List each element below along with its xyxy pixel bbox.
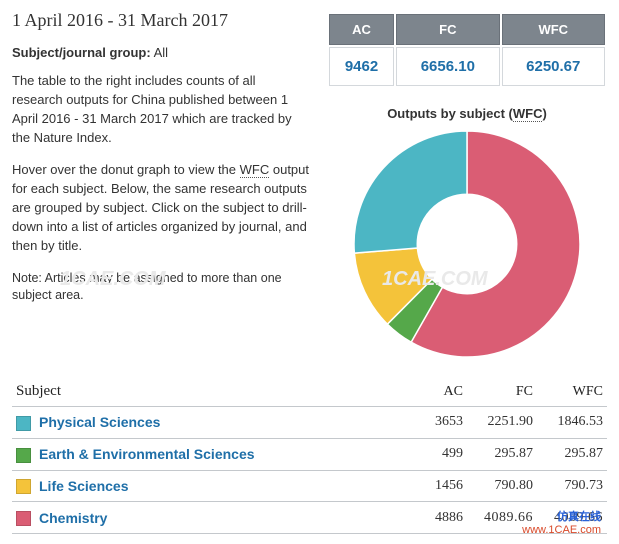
subject-group-value: All <box>154 45 168 60</box>
table-cell: 2251.90 <box>467 407 537 439</box>
metrics-header-wfc: WFC <box>502 14 605 45</box>
swatch-cell <box>12 407 35 439</box>
subject-table: Subject AC FC WFC Physical Sciences36532… <box>12 377 607 534</box>
color-swatch <box>16 511 31 526</box>
table-cell: 4886 <box>397 502 467 534</box>
donut-slice[interactable] <box>354 131 467 253</box>
intro-paragraph-2: Hover over the donut graph to view the W… <box>12 161 309 255</box>
date-range-title: 1 April 2016 - 31 March 2017 <box>12 10 309 31</box>
table-row: Life Sciences1456790.80790.73 <box>12 470 607 502</box>
table-row: Earth & Environmental Sciences499295.872… <box>12 438 607 470</box>
chart-title-a: Outputs by subject ( <box>387 106 513 121</box>
table-cell: 295.87 <box>537 438 607 470</box>
subject-link[interactable]: Chemistry <box>35 502 397 534</box>
subject-link[interactable]: Physical Sciences <box>35 407 397 439</box>
subject-table-header-ac: AC <box>397 377 467 407</box>
intro-paragraph-1: The table to the right includes counts o… <box>12 72 309 147</box>
chart-title: Outputs by subject (WFC) <box>327 106 607 121</box>
subject-group-line: Subject/journal group: All <box>12 45 309 60</box>
table-cell: 790.80 <box>467 470 537 502</box>
color-swatch <box>16 479 31 494</box>
metrics-table: AC FC WFC 9462 6656.10 6250.67 <box>327 12 607 88</box>
table-cell: 499 <box>397 438 467 470</box>
metrics-value-fc: 6656.10 <box>396 47 499 86</box>
wfc-abbr: WFC <box>240 162 270 178</box>
intro-note: Note: Articles may be assigned to more t… <box>12 270 309 305</box>
subject-group-label: Subject/journal group: <box>12 45 151 60</box>
subject-table-header-wfc: WFC <box>537 377 607 407</box>
chart-title-b: ) <box>542 106 546 121</box>
subject-table-header-subject: Subject <box>12 377 397 407</box>
metrics-value-ac: 9462 <box>329 47 394 86</box>
subject-table-header-fc: FC <box>467 377 537 407</box>
swatch-cell <box>12 438 35 470</box>
metrics-value-wfc: 6250.67 <box>502 47 605 86</box>
footer-cn: 仿真在线 <box>522 508 601 524</box>
subject-link[interactable]: Earth & Environmental Sciences <box>35 438 397 470</box>
metrics-header-ac: AC <box>329 14 394 45</box>
color-swatch <box>16 416 31 431</box>
color-swatch <box>16 448 31 463</box>
table-row: Physical Sciences36532251.901846.53 <box>12 407 607 439</box>
table-row: Chemistry48864089.664089.66 <box>12 502 607 534</box>
subject-link[interactable]: Life Sciences <box>35 470 397 502</box>
swatch-cell <box>12 502 35 534</box>
table-cell: 1846.53 <box>537 407 607 439</box>
table-cell: 3653 <box>397 407 467 439</box>
table-cell: 790.73 <box>537 470 607 502</box>
footer-url: www.1CAE.com <box>522 524 601 536</box>
swatch-cell <box>12 470 35 502</box>
chart-title-abbr: WFC <box>513 106 543 122</box>
donut-chart[interactable] <box>352 129 582 359</box>
metrics-header-fc: FC <box>396 14 499 45</box>
intro-paragraph-2a: Hover over the donut graph to view the <box>12 162 240 177</box>
table-cell: 295.87 <box>467 438 537 470</box>
table-cell: 1456 <box>397 470 467 502</box>
